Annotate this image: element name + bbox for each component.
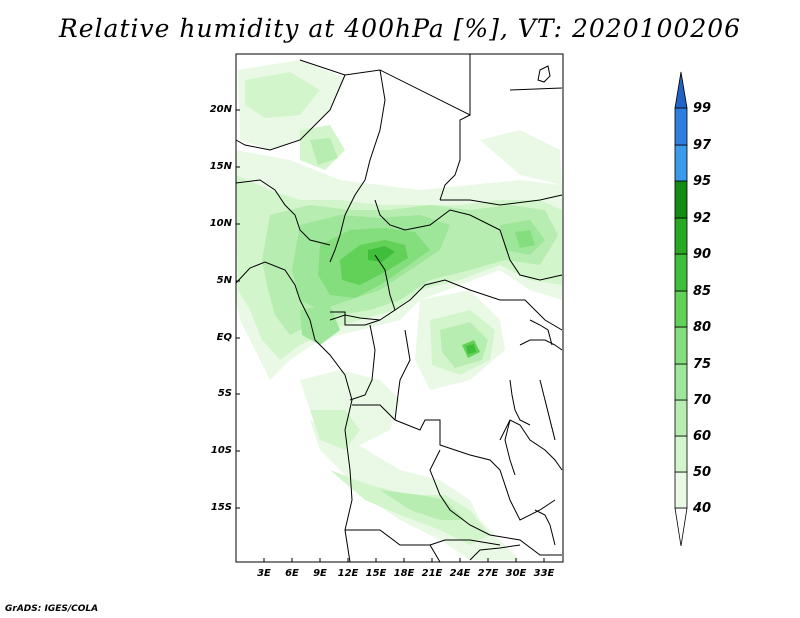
- colorbar-label-80: 80: [693, 320, 712, 335]
- lat-label-15n: 15N: [209, 161, 232, 172]
- humidity-shading: [236, 60, 562, 560]
- colorbar-label-97: 97: [693, 138, 712, 153]
- lon-label-12e: 12E: [337, 568, 359, 579]
- colorbar-bin-50-60: [674, 435, 688, 473]
- lon-label-27e: 27E: [477, 568, 499, 579]
- rh-85-90-areas: [368, 246, 476, 354]
- lon-label-33e: 33E: [533, 568, 555, 579]
- colorbar-label-95: 95: [693, 174, 712, 189]
- lat-label-10s: 10S: [210, 445, 232, 456]
- colorbar-label-90: 90: [693, 247, 712, 262]
- colorbar-label-92: 92: [693, 211, 712, 226]
- lon-label-18e: 18E: [393, 568, 415, 579]
- colorbar-bin-80-85: [674, 290, 688, 328]
- credit-text: GrADS: IGES/COLA: [5, 604, 99, 614]
- colorbar-low-arrow: [674, 507, 688, 547]
- borders: [235, 54, 563, 563]
- lon-label-15e: 15E: [365, 568, 387, 579]
- coastline: [235, 261, 353, 563]
- plot-frame: [235, 53, 564, 563]
- map-title: Relative humidity at 400hPa [%], VT: 202…: [58, 14, 742, 43]
- colorbar-bin-85-90: [674, 253, 688, 292]
- lon-label-6e: 6E: [285, 568, 299, 579]
- colorbar-label-75: 75: [693, 357, 712, 372]
- colorbar-label-50: 50: [693, 465, 712, 480]
- colorbar-label-60: 60: [693, 429, 712, 444]
- colorbar-label-40: 40: [693, 501, 712, 516]
- lat-ticks: [236, 109, 240, 509]
- lat-label-5s: 5S: [217, 388, 232, 399]
- colorbar-bin-40-50: [674, 471, 688, 509]
- lon-label-24e: 24E: [449, 568, 471, 579]
- lon-label-21e: 21E: [421, 568, 443, 579]
- colorbar-bin-90-92: [674, 217, 688, 255]
- colorbar-high-arrow: [674, 71, 688, 109]
- colorbar-bin-70-75: [674, 363, 688, 401]
- lat-label-15s: 15S: [210, 502, 232, 513]
- colorbar-bin-92-95: [674, 180, 688, 219]
- colorbar-bin-75-80: [674, 326, 688, 365]
- colorbar: [674, 71, 688, 547]
- lon-label-30e: 30E: [505, 568, 527, 579]
- lat-label-5n: 5N: [216, 275, 232, 286]
- colorbar-label-85: 85: [693, 284, 712, 299]
- lon-ticks: [263, 558, 545, 562]
- lon-label-3e: 3E: [257, 568, 271, 579]
- colorbar-label-99: 99: [693, 101, 712, 116]
- lat-label-eq: EQ: [216, 332, 232, 343]
- colorbar-bin-60-70: [674, 399, 688, 437]
- lat-label-20n: 20N: [209, 104, 232, 115]
- colorbar-label-70: 70: [693, 393, 712, 408]
- colorbar-bin-97-99: [674, 107, 688, 146]
- lon-label-9e: 9E: [313, 568, 327, 579]
- colorbar-bin-95-97: [674, 144, 688, 182]
- lat-label-10n: 10N: [209, 218, 232, 229]
